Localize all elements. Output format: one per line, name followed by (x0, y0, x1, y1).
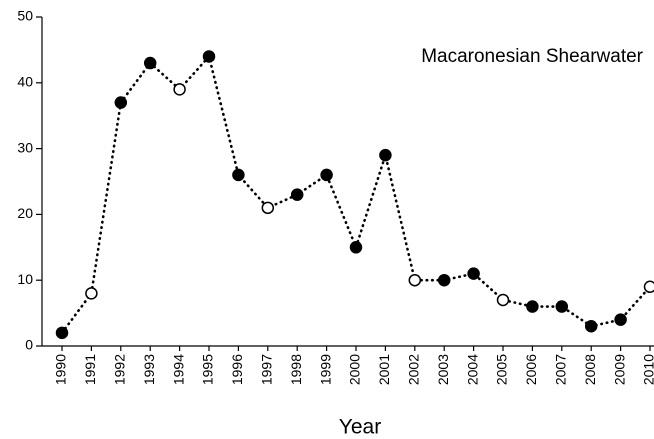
x-tick-label: 1995 (200, 354, 216, 385)
y-tick-label: 50 (17, 8, 33, 24)
data-point (349, 241, 363, 254)
data-point (232, 168, 245, 182)
x-tick-label: 2008 (582, 354, 598, 385)
x-tick-label: 2007 (553, 354, 569, 385)
x-tick-label: 1997 (259, 354, 275, 385)
x-tick-label: 2004 (464, 354, 480, 385)
data-point (114, 96, 128, 109)
chart-title: Macaronesian Shearwater (421, 46, 643, 67)
x-tick-label: 1999 (317, 354, 333, 385)
x-tick-label: 1994 (170, 354, 186, 385)
y-tick-label: 10 (17, 271, 33, 287)
x-tick-label: 1990 (53, 354, 69, 385)
data-point (584, 320, 598, 333)
y-tick-label: 30 (17, 139, 33, 155)
data-point (85, 287, 98, 300)
data-point (173, 83, 186, 96)
y-tick-label: 0 (25, 337, 33, 353)
x-axis-label: Year (339, 416, 381, 439)
x-tick-label: 2005 (494, 354, 510, 385)
data-point (496, 293, 510, 307)
data-point (290, 188, 304, 201)
x-tick-label: 1991 (82, 354, 98, 385)
data-point (379, 148, 392, 162)
data-point (614, 313, 627, 326)
data-point (437, 273, 451, 287)
x-tick-label: 2003 (435, 354, 451, 385)
data-point (555, 300, 569, 313)
data-point (261, 201, 275, 215)
x-tick-label: 1998 (288, 354, 304, 385)
x-tick-label: 1996 (229, 354, 245, 385)
data-point (143, 56, 157, 70)
x-tick-label: 1993 (141, 354, 157, 385)
data-point (408, 273, 422, 287)
data-point (467, 267, 480, 280)
x-tick-label: 2000 (347, 354, 363, 385)
x-tick-label: 2001 (376, 354, 392, 385)
data-point (320, 168, 333, 182)
data-point (526, 300, 539, 313)
data-point (202, 50, 216, 63)
y-tick-label: 20 (17, 205, 33, 221)
data-point (55, 326, 69, 340)
data-line (60, 53, 652, 335)
y-tick-label: 40 (17, 74, 33, 90)
x-tick-label: 2002 (406, 354, 422, 385)
x-tick-label: 2006 (523, 354, 539, 385)
x-tick-label: 2010 (641, 354, 654, 385)
data-point (643, 280, 654, 294)
x-tick-label: 2009 (611, 354, 627, 385)
x-tick-label: 1992 (112, 354, 128, 385)
